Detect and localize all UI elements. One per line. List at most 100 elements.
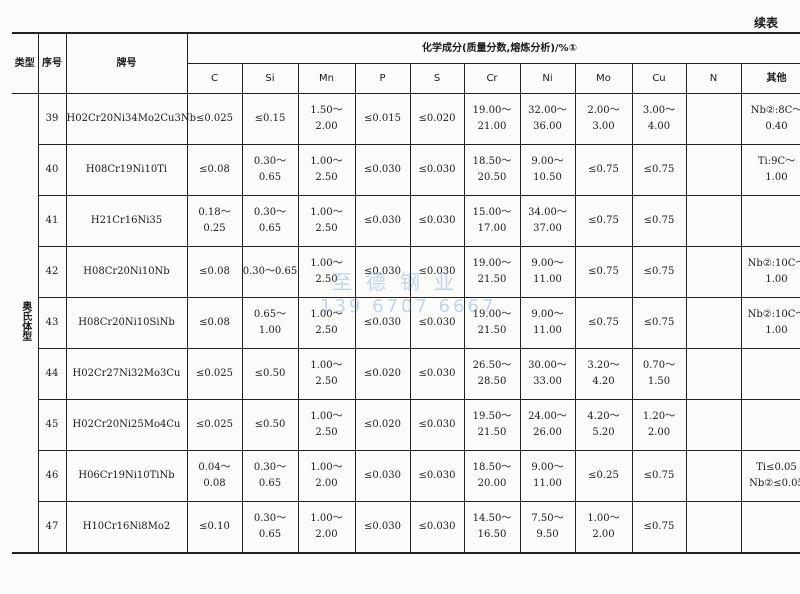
value-cr: 19.00～ 21.50 — [463, 297, 521, 349]
value-si: 0.30～ 0.65 — [241, 501, 299, 553]
grade-cell: H08Cr20Ni10SiNb — [65, 297, 188, 349]
value-cr: 19.00～ 21.50 — [463, 246, 521, 298]
continued-label: 续表 — [753, 16, 778, 30]
header-element: S — [409, 63, 465, 94]
value-其他 — [740, 348, 800, 400]
value-mo: ≤0.75 — [574, 297, 633, 349]
value-其他: Ti≤0.05 Nb②≤0.05 — [740, 450, 800, 502]
grade-cell: H08Cr20Ni10Nb — [65, 246, 188, 298]
value-cu: ≤0.75 — [631, 195, 687, 247]
row-number: 47 — [37, 501, 67, 553]
value-si: ≤0.50 — [241, 348, 299, 400]
header-element: Si — [241, 63, 299, 94]
value-si: 0.30～ 0.65 — [241, 450, 299, 502]
value-mo: ≤0.75 — [574, 246, 633, 298]
value-ni: 9.00～ 11.00 — [519, 297, 576, 349]
value-cr: 18.50～ 20.50 — [463, 144, 521, 196]
value-n — [685, 450, 742, 502]
value-p: ≤0.030 — [354, 195, 411, 247]
value-c: ≤0.08 — [186, 246, 243, 298]
value-mn: 1.00～ 2.50 — [297, 144, 356, 196]
value-其他 — [740, 195, 800, 247]
value-c: 0.04～ 0.08 — [186, 450, 243, 502]
value-n — [685, 144, 742, 196]
value-cr: 18.50～ 20.00 — [463, 450, 521, 502]
value-n — [685, 195, 742, 247]
value-mo: ≤0.25 — [574, 450, 633, 502]
value-s: ≤0.030 — [409, 501, 465, 553]
value-n — [685, 93, 742, 145]
value-s: ≤0.030 — [409, 450, 465, 502]
value-cr: 15.00～ 17.00 — [463, 195, 521, 247]
value-p: ≤0.030 — [354, 246, 411, 298]
header-element: Mn — [297, 63, 356, 94]
value-cu: 3.00～ 4.00 — [631, 93, 687, 145]
value-其他: Ti:9C～ 1.00 — [740, 144, 800, 196]
value-cu: ≤0.75 — [631, 297, 687, 349]
value-n — [685, 297, 742, 349]
table-row: 40 H08Cr19Ni10Ti ≤0.08 0.30～ 0.65 1.00～ 2.50… — [12, 144, 800, 196]
header-element: N — [685, 63, 742, 94]
value-cr: 26.50～ 28.50 — [463, 348, 521, 400]
header-element: Mo — [574, 63, 633, 94]
grade-cell: H02Cr27Ni32Mo3Cu — [65, 348, 188, 400]
value-cr: 19.00～ 21.00 — [463, 93, 521, 145]
value-si: 0.65～ 1.00 — [241, 297, 299, 349]
value-c: ≤0.025 — [186, 348, 243, 400]
value-ni: 9.00～ 11.00 — [519, 450, 576, 502]
value-其他: Nb②:10C～ 1.00 — [740, 246, 800, 298]
table-row: 41 H21Cr16Ni35 0.18～ 0.25 0.30～ 0.65 1.00～ 2… — [12, 195, 800, 247]
header-element: 其他 — [740, 63, 800, 94]
value-cr: 14.50～ 16.50 — [463, 501, 521, 553]
table-row: 47 H10Cr16Ni8Mo2 ≤0.10 0.30～ 0.65 1.00～ 2.00… — [12, 501, 800, 553]
table-row: 46 H06Cr19Ni10TiNb 0.04～ 0.08 0.30～ 0.65 1.0… — [12, 450, 800, 502]
table-row: 45 H02Cr20Ni25Mo4Cu ≤0.025 ≤0.50 1.00～ 2.50 ≤… — [12, 399, 800, 451]
value-ni: 9.00～ 10.50 — [519, 144, 576, 196]
value-mn: 1.00～ 2.50 — [297, 297, 356, 349]
value-p: ≤0.015 — [354, 93, 411, 145]
value-s: ≤0.030 — [409, 195, 465, 247]
value-p: ≤0.020 — [354, 348, 411, 400]
grade-cell: H02Cr20Ni34Mo2Cu3Nb — [65, 93, 196, 145]
value-cu: ≤0.75 — [631, 246, 687, 298]
value-n — [685, 501, 742, 553]
row-number: 41 — [37, 195, 67, 247]
row-number: 40 — [37, 144, 67, 196]
value-s: ≤0.030 — [409, 399, 465, 451]
row-number: 43 — [37, 297, 67, 349]
value-其他 — [740, 399, 800, 451]
table-row: 43 H08Cr20Ni10SiNb ≤0.08 0.65～ 1.00 1.00～ 2.… — [12, 297, 800, 349]
value-ni: 24.00～ 26.00 — [519, 399, 576, 451]
value-ni: 34.00～ 37.00 — [519, 195, 576, 247]
value-s: ≤0.020 — [409, 93, 465, 145]
row-number: 45 — [37, 399, 67, 451]
value-c: ≤0.08 — [186, 144, 243, 196]
value-si: 0.30～ 0.65 — [241, 195, 299, 247]
grade-cell: H02Cr20Ni25Mo4Cu — [65, 399, 188, 451]
value-n — [685, 348, 742, 400]
value-s: ≤0.030 — [409, 144, 465, 196]
header-element: Cu — [631, 63, 687, 94]
value-ni: 7.50～ 9.50 — [519, 501, 576, 553]
grade-cell: H08Cr19Ni10Ti — [65, 144, 188, 196]
value-s: ≤0.030 — [409, 348, 465, 400]
row-number: 39 — [37, 93, 67, 145]
value-c: ≤0.10 — [186, 501, 243, 553]
value-si: 0.30～ 0.65 — [241, 144, 299, 196]
header-element: C — [186, 63, 243, 94]
header-composition: 化学成分(质量分数,熔炼分析)/%① — [186, 32, 800, 64]
value-c: ≤0.08 — [186, 297, 243, 349]
value-其他: Nb②:10C～ 1.00 — [740, 297, 800, 349]
value-cu: ≤0.75 — [631, 501, 687, 553]
composition-table: 类型 序号 牌号 化学成分(质量分数,熔炼分析)/%① C Si Mn P S Cr Ni M… — [12, 32, 800, 554]
value-mo: 4.20～ 5.20 — [574, 399, 633, 451]
value-mo: 1.00～ 2.00 — [574, 501, 633, 553]
value-s: ≤0.030 — [409, 297, 465, 349]
table-row: 奥氏体型 39 H02Cr20Ni34Mo2Cu3Nb ≤0.025 ≤0.15 1.50… — [12, 93, 800, 553]
value-n — [685, 399, 742, 451]
value-cr: 19.50～ 21.50 — [463, 399, 521, 451]
value-cu: 0.70～ 1.50 — [631, 348, 687, 400]
row-number: 44 — [37, 348, 67, 400]
value-mn: 1.00～ 2.50 — [297, 399, 356, 451]
value-mo: ≤0.75 — [574, 144, 633, 196]
